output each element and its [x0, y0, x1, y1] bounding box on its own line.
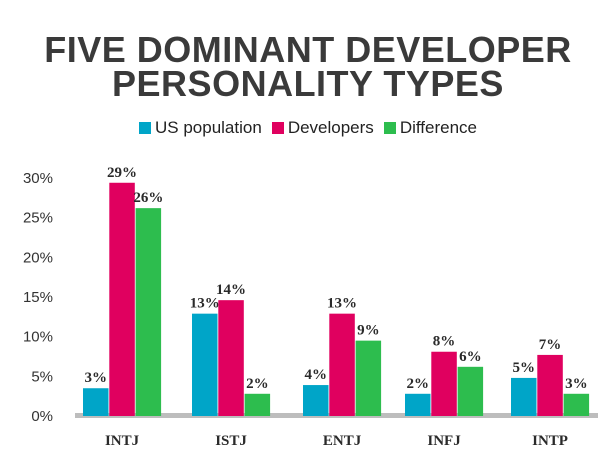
- x-category-label: ISTJ: [215, 433, 247, 449]
- bar-difference-infj: [457, 366, 484, 416]
- y-tick-label: 25%: [23, 210, 53, 227]
- y-tick-label: 30%: [23, 170, 53, 187]
- data-label: 9%: [357, 323, 380, 339]
- legend-item-difference: Difference: [383, 118, 477, 138]
- data-label: 13%: [190, 296, 220, 312]
- data-label: 2%: [246, 376, 269, 392]
- bar-developers-intj: [109, 182, 135, 416]
- bar-us-population-intj: [83, 388, 109, 416]
- bar-difference-istj: [244, 393, 271, 416]
- legend-label: Developers: [287, 118, 374, 137]
- bar-us-population-infj: [405, 393, 431, 416]
- chart-title-line-1: FIVE DOMINANT DEVELOPER: [44, 29, 572, 70]
- y-tick-label: 5%: [31, 368, 53, 385]
- legend-label: Difference: [399, 118, 477, 137]
- y-tick-label: 10%: [23, 329, 53, 346]
- x-category-label: ENTJ: [323, 433, 362, 449]
- data-label: 3%: [565, 376, 588, 392]
- y-tick-label: 0%: [31, 408, 53, 425]
- y-tick-label: 15%: [23, 289, 53, 306]
- bar-us-population-entj: [303, 385, 329, 416]
- bar-difference-entj: [355, 340, 382, 416]
- data-label: 5%: [513, 360, 536, 376]
- bar-us-population-intp: [511, 377, 537, 416]
- data-label: 7%: [539, 337, 562, 353]
- data-label: 6%: [459, 349, 482, 365]
- x-category-label: INTP: [532, 433, 568, 449]
- legend-label: US population: [155, 118, 262, 137]
- legend-swatch: [383, 122, 396, 134]
- data-label: 29%: [107, 165, 137, 181]
- legend-item-developers: Developers: [271, 118, 374, 138]
- data-label: 8%: [433, 334, 456, 350]
- data-label: 4%: [305, 367, 328, 383]
- bar-developers-intp: [537, 354, 563, 416]
- bar-developers-entj: [329, 313, 355, 416]
- legend: US population Developers Difference: [0, 118, 616, 138]
- bar-difference-intp: [563, 393, 590, 416]
- bar-developers-istj: [218, 300, 244, 416]
- legend-item-us-population: US population: [139, 118, 262, 138]
- y-tick-label: 20%: [23, 249, 53, 266]
- data-label: 26%: [133, 190, 163, 206]
- chart-title-line-2: PERSONALITY TYPES: [112, 63, 504, 104]
- data-label: 13%: [327, 296, 357, 312]
- data-label: 2%: [407, 376, 430, 392]
- x-category-label: INFJ: [427, 433, 461, 449]
- data-label: 3%: [85, 370, 108, 386]
- x-category-label: INTJ: [105, 433, 140, 449]
- bar-developers-infj: [431, 351, 457, 416]
- bar-difference-intj: [135, 208, 162, 416]
- bar-us-population-istj: [192, 313, 218, 416]
- data-label: 14%: [216, 282, 246, 298]
- legend-swatch: [139, 122, 151, 134]
- legend-swatch: [271, 122, 284, 134]
